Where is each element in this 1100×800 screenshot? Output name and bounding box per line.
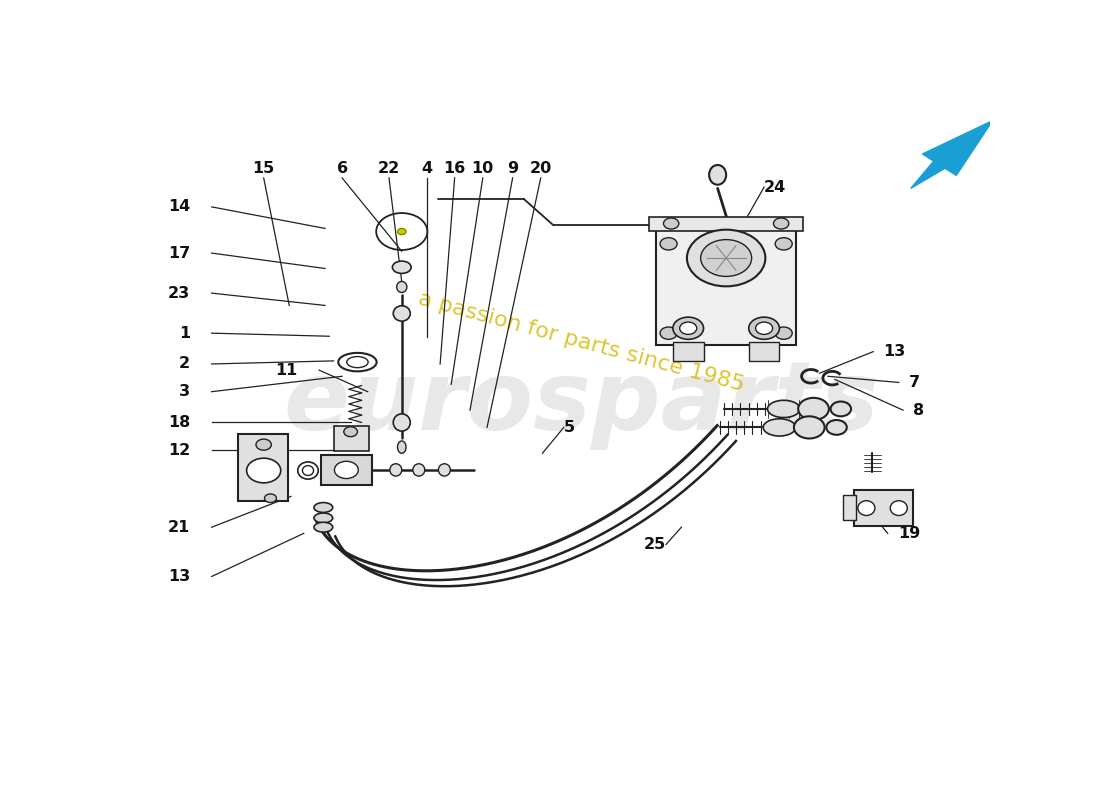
- Circle shape: [397, 229, 406, 234]
- Text: 1: 1: [179, 326, 190, 341]
- Text: 13: 13: [168, 569, 190, 584]
- Circle shape: [749, 317, 780, 339]
- FancyBboxPatch shape: [844, 495, 856, 520]
- Circle shape: [680, 322, 696, 334]
- Text: 15: 15: [253, 161, 275, 176]
- Circle shape: [663, 218, 679, 229]
- Circle shape: [776, 238, 792, 250]
- Circle shape: [660, 238, 678, 250]
- Circle shape: [794, 416, 825, 438]
- Text: 12: 12: [168, 442, 190, 458]
- Ellipse shape: [890, 501, 908, 515]
- FancyBboxPatch shape: [321, 454, 372, 486]
- Ellipse shape: [830, 402, 851, 416]
- Text: 4: 4: [421, 161, 433, 176]
- Ellipse shape: [394, 414, 410, 431]
- Ellipse shape: [393, 261, 411, 274]
- Text: 19: 19: [898, 526, 921, 541]
- Ellipse shape: [394, 306, 410, 321]
- Text: 24: 24: [764, 180, 786, 194]
- Circle shape: [686, 230, 766, 286]
- Text: 7: 7: [909, 375, 920, 390]
- Circle shape: [660, 327, 678, 339]
- Text: 14: 14: [168, 199, 190, 214]
- Text: 11: 11: [275, 362, 298, 378]
- FancyBboxPatch shape: [673, 342, 704, 361]
- Circle shape: [344, 426, 358, 437]
- Text: 23: 23: [168, 286, 190, 301]
- Text: 8: 8: [913, 402, 924, 418]
- Ellipse shape: [314, 502, 332, 513]
- Circle shape: [246, 458, 280, 483]
- Circle shape: [799, 398, 829, 420]
- Text: 21: 21: [168, 520, 190, 534]
- Ellipse shape: [412, 464, 425, 476]
- Ellipse shape: [346, 357, 368, 368]
- Ellipse shape: [397, 282, 407, 293]
- Text: 13: 13: [883, 344, 905, 359]
- Text: a passion for parts since 1985: a passion for parts since 1985: [416, 289, 746, 396]
- Circle shape: [334, 462, 359, 478]
- Circle shape: [756, 322, 772, 334]
- Text: eurosparts: eurosparts: [283, 358, 879, 450]
- Ellipse shape: [763, 418, 795, 436]
- FancyBboxPatch shape: [656, 229, 796, 346]
- Text: 22: 22: [378, 161, 400, 176]
- Circle shape: [776, 327, 792, 339]
- Text: 3: 3: [179, 384, 190, 399]
- Text: 5: 5: [563, 420, 575, 435]
- Ellipse shape: [314, 513, 332, 523]
- Text: 18: 18: [168, 415, 190, 430]
- Text: 6: 6: [337, 161, 348, 176]
- FancyBboxPatch shape: [649, 218, 803, 231]
- Circle shape: [701, 239, 751, 277]
- Text: 20: 20: [529, 161, 552, 176]
- Ellipse shape: [314, 522, 332, 532]
- FancyBboxPatch shape: [749, 342, 780, 361]
- FancyBboxPatch shape: [333, 426, 370, 451]
- Polygon shape: [911, 121, 992, 188]
- Text: 9: 9: [507, 161, 518, 176]
- FancyBboxPatch shape: [854, 490, 913, 526]
- Ellipse shape: [826, 420, 847, 435]
- Ellipse shape: [397, 441, 406, 454]
- Ellipse shape: [710, 165, 726, 185]
- Text: 16: 16: [443, 161, 465, 176]
- FancyBboxPatch shape: [238, 434, 287, 502]
- Text: 10: 10: [472, 161, 494, 176]
- Ellipse shape: [768, 400, 800, 418]
- Circle shape: [673, 317, 704, 339]
- Ellipse shape: [302, 466, 313, 475]
- Ellipse shape: [858, 501, 874, 515]
- Ellipse shape: [439, 464, 450, 476]
- Circle shape: [773, 218, 789, 229]
- Text: 17: 17: [168, 246, 190, 261]
- Text: 25: 25: [644, 537, 666, 552]
- Circle shape: [264, 494, 276, 502]
- Ellipse shape: [389, 464, 402, 476]
- Text: 2: 2: [179, 357, 190, 371]
- Circle shape: [256, 439, 272, 450]
